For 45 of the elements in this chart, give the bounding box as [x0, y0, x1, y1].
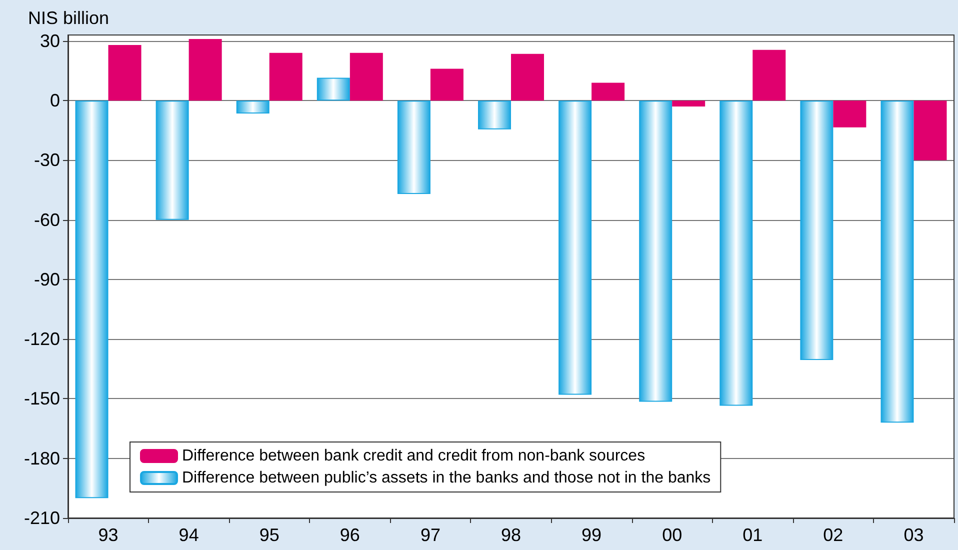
y-tick-label: 30	[40, 30, 60, 51]
bar	[511, 54, 544, 101]
bar	[478, 100, 511, 130]
bar	[720, 100, 753, 406]
x-tick-label: 99	[582, 525, 602, 545]
y-tick-label: -180	[24, 448, 60, 468]
legend-label: Difference between public’s assets in the banks and those not in the banks	[182, 470, 711, 486]
bar	[558, 100, 592, 395]
y-tick-label: -150	[24, 388, 60, 409]
bar	[188, 38, 222, 101]
bar	[269, 52, 302, 101]
bar	[639, 100, 672, 402]
bar	[430, 68, 464, 101]
bar	[592, 82, 625, 101]
x-tick-label: 95	[259, 525, 280, 545]
x-tick-label: 01	[742, 525, 763, 545]
x-tick-label: 96	[340, 525, 360, 545]
x-tick-label: 00	[662, 525, 682, 545]
bar	[156, 100, 189, 220]
bar	[800, 100, 834, 360]
x-tick-label: 02	[823, 525, 844, 545]
x-tick-label: 93	[98, 525, 118, 545]
y-tick-label: -120	[24, 329, 60, 350]
x-tick-label: 03	[904, 525, 924, 545]
bar	[752, 50, 786, 101]
bar	[672, 100, 706, 107]
bar	[236, 100, 270, 114]
x-tick-label: 97	[420, 525, 440, 545]
bar	[880, 100, 914, 423]
bar	[316, 78, 350, 101]
y-tick-label: -210	[24, 508, 60, 528]
y-tick-label: -90	[34, 269, 60, 290]
bar	[108, 44, 142, 101]
bar	[833, 100, 866, 128]
x-tick-label: 94	[178, 525, 199, 545]
bar	[75, 100, 108, 498]
y-axis-title: NIS billion	[28, 8, 110, 28]
x-tick-label: 98	[500, 525, 522, 545]
bar	[397, 100, 430, 194]
bar	[914, 100, 947, 160]
y-tick-label: -60	[34, 210, 60, 230]
y-tick-label: 0	[50, 90, 60, 111]
y-tick-label: -30	[34, 150, 60, 170]
legend-label: Difference between bank credit and credit from non-bank sources	[182, 448, 646, 464]
bar	[350, 52, 383, 101]
